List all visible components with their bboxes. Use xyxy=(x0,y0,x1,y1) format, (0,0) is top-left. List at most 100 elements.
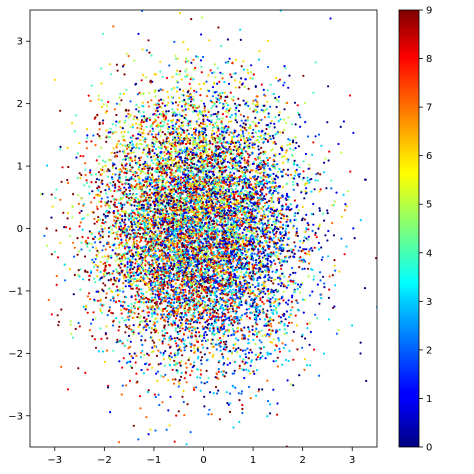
scatter-point xyxy=(304,337,307,340)
scatter-point xyxy=(66,217,69,220)
scatter-point xyxy=(167,409,170,412)
scatter-point xyxy=(298,259,301,262)
scatter-point xyxy=(191,329,194,332)
scatter-point xyxy=(231,162,234,165)
scatter-point xyxy=(151,127,154,130)
scatter-point xyxy=(318,207,321,210)
scatter-point xyxy=(128,379,132,382)
scatter-point xyxy=(272,172,275,175)
scatter-point xyxy=(206,249,209,252)
scatter-point xyxy=(233,372,236,375)
scatter-point xyxy=(173,298,176,301)
scatter-point xyxy=(287,275,291,278)
scatter-point xyxy=(238,178,241,181)
scatter-point xyxy=(195,90,198,94)
scatter-point xyxy=(171,108,174,111)
scatter-point xyxy=(145,301,148,304)
scatter-point xyxy=(175,245,178,248)
scatter-point xyxy=(209,69,212,72)
scatter-point xyxy=(45,227,48,230)
scatter-point xyxy=(314,233,317,237)
scatter-point xyxy=(200,99,203,102)
scatter-point xyxy=(85,181,89,184)
scatter-point xyxy=(125,268,128,271)
scatter-point xyxy=(201,325,204,328)
scatter-point xyxy=(269,322,272,325)
scatter-point xyxy=(265,179,268,182)
scatter-point xyxy=(110,290,113,293)
scatter-point xyxy=(146,352,149,355)
scatter-point xyxy=(257,145,260,148)
scatter-point xyxy=(136,270,139,273)
scatter-point xyxy=(133,266,136,269)
scatter-point xyxy=(110,151,113,154)
scatter-point xyxy=(223,293,226,296)
scatter-point xyxy=(241,334,244,337)
scatter-point xyxy=(81,235,84,239)
scatter-point xyxy=(215,298,219,301)
scatter-point xyxy=(282,214,286,218)
scatter-point xyxy=(184,113,187,117)
scatter-point xyxy=(166,304,169,307)
scatter-point xyxy=(209,302,212,305)
scatter-point xyxy=(101,350,105,353)
scatter-point xyxy=(189,287,192,290)
scatter-point xyxy=(285,220,288,223)
scatter-point xyxy=(182,342,185,345)
scatter-point xyxy=(159,351,162,354)
scatter-point xyxy=(266,159,270,162)
scatter-point xyxy=(292,271,295,274)
scatter-point xyxy=(161,289,164,293)
scatter-point xyxy=(258,318,262,321)
scatter-point xyxy=(286,379,289,382)
scatter-point xyxy=(79,268,82,271)
scatter-point xyxy=(275,310,278,313)
scatter-point xyxy=(251,77,254,80)
scatter-point xyxy=(120,180,123,183)
scatter-point xyxy=(177,385,180,388)
scatter-point xyxy=(265,315,268,318)
scatter-point xyxy=(98,128,101,131)
scatter-point xyxy=(286,303,289,306)
scatter-point xyxy=(201,211,204,214)
scatter-point xyxy=(145,275,148,278)
scatter-point xyxy=(134,179,137,182)
scatter-point xyxy=(273,210,276,213)
scatter-point xyxy=(277,252,280,255)
scatter-point xyxy=(168,140,171,143)
scatter-point xyxy=(232,257,235,260)
scatter-point xyxy=(279,284,282,287)
scatter-point xyxy=(218,418,221,421)
scatter-point xyxy=(85,147,88,150)
scatter-point xyxy=(136,247,139,250)
scatter-point xyxy=(203,336,206,339)
scatter-point xyxy=(206,347,209,350)
scatter-point xyxy=(214,304,218,307)
scatter-point xyxy=(154,429,157,432)
scatter-point xyxy=(145,180,148,183)
scatter-point xyxy=(78,172,81,175)
scatter-point xyxy=(258,210,261,213)
scatter-point xyxy=(144,76,148,79)
scatter-point xyxy=(157,281,160,284)
scatter-point xyxy=(169,395,172,398)
scatter-point xyxy=(295,232,298,235)
scatter-point xyxy=(284,224,288,227)
scatter-point xyxy=(192,110,195,113)
scatter-point xyxy=(294,234,298,237)
scatter-point xyxy=(307,135,310,138)
scatter-point xyxy=(305,364,309,367)
scatter-point xyxy=(141,151,145,154)
scatter-point xyxy=(144,172,147,175)
scatter-point xyxy=(243,273,246,276)
scatter-point xyxy=(148,198,151,201)
scatter-point xyxy=(160,106,163,109)
scatter-point xyxy=(165,428,168,431)
scatter-point xyxy=(223,325,226,328)
scatter-point xyxy=(132,118,135,121)
scatter-point xyxy=(210,322,213,325)
scatter-point xyxy=(133,59,136,62)
scatter-point xyxy=(317,227,320,230)
scatter-point xyxy=(227,334,230,337)
scatter-point xyxy=(274,163,277,167)
